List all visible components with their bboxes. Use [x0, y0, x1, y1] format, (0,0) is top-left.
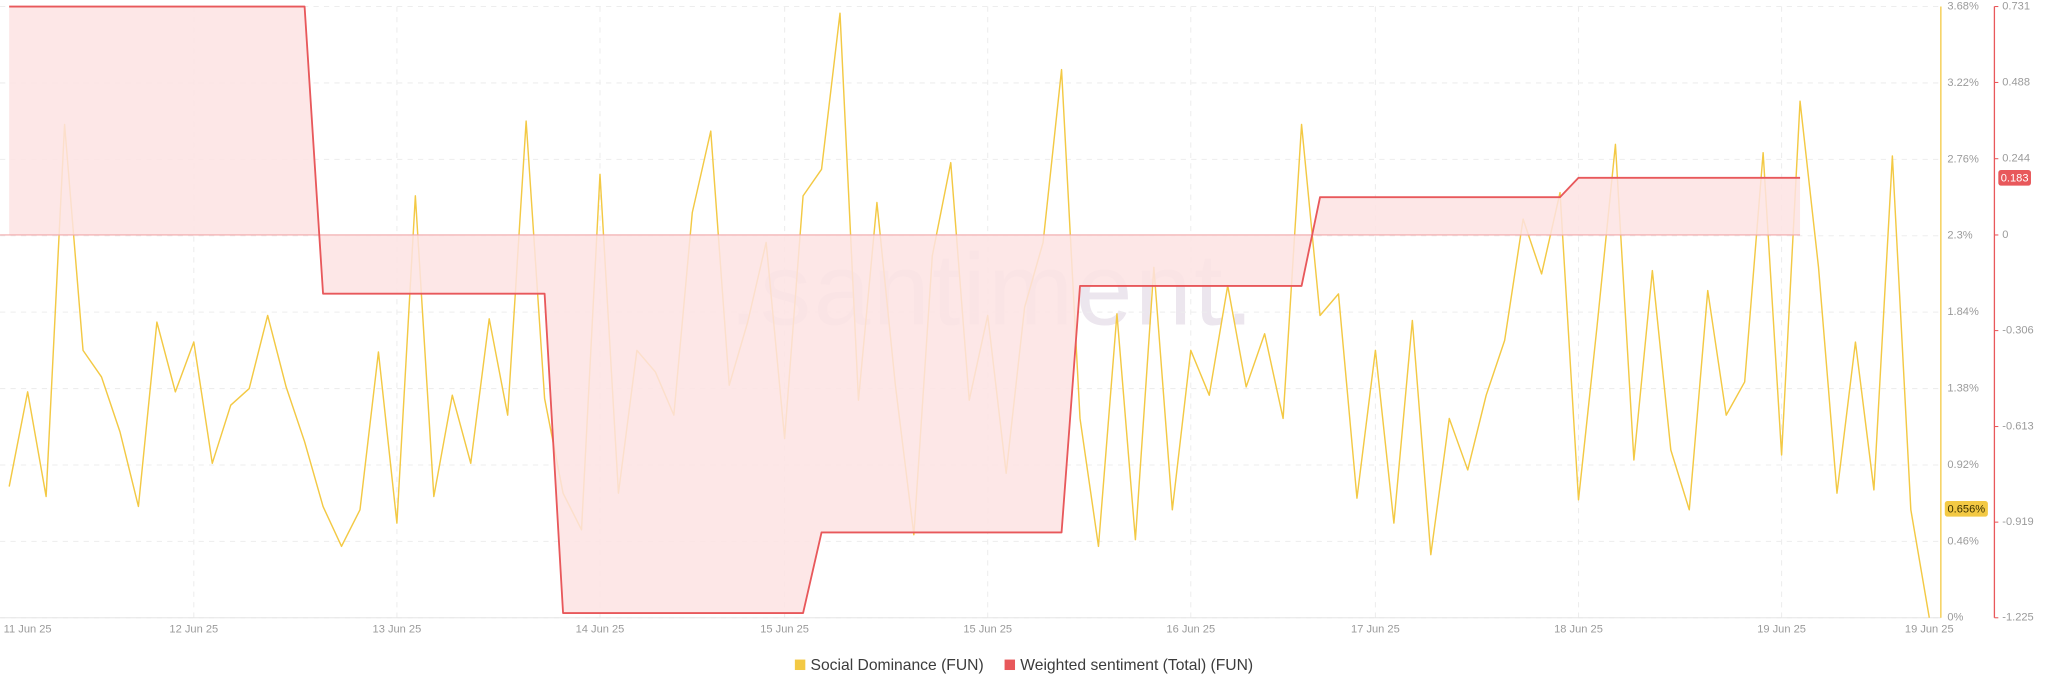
y-tick-label: 1.38%: [1947, 382, 1979, 394]
x-tick-label: 19 Jun 25: [1757, 623, 1806, 635]
y2-tick-label: -0.306: [2002, 325, 2033, 337]
x-tick-label: 13 Jun 25: [373, 623, 422, 635]
sentiment-area: [9, 6, 1801, 614]
y2-tick-label: 0.244: [2002, 153, 2030, 165]
sentiment-line: [9, 5, 1801, 614]
y-tick-label: 3.22%: [1947, 77, 1979, 89]
y2-tick-label: 0: [2002, 229, 2008, 241]
legend: Social Dominance (FUN) Weighted sentiment…: [794, 657, 1253, 674]
y2-tick-label: 0.731: [2002, 0, 2030, 12]
x-tick-label: 16 Jun 25: [1166, 623, 1215, 635]
y-tick-label: 2.3%: [1947, 230, 1972, 242]
y-tick-label: 0.92%: [1947, 459, 1979, 471]
y-tick-label: 3.68%: [1947, 0, 1979, 12]
x-tick-label: 11 Jun 25: [4, 623, 52, 635]
x-tick-label: 17 Jun 25: [1351, 623, 1400, 635]
y2-tick-label: 0.488: [2002, 76, 2030, 88]
y-tick-label: 1.84%: [1947, 306, 1979, 318]
x-tick-label: 18 Jun 25: [1554, 623, 1603, 635]
x-tick-label: 14 Jun 25: [576, 623, 625, 635]
x-tick-label: 15 Jun 25: [760, 623, 809, 635]
y2-tick-label: -1.225: [2002, 612, 2033, 624]
x-tick-label: 19 Jun 25: [1905, 623, 1954, 635]
value-badge: [1998, 169, 2031, 186]
legend-swatch: [794, 659, 806, 671]
y-tick-label: 2.76%: [1947, 153, 1979, 165]
x-tick-label: 12 Jun 25: [169, 623, 218, 635]
value-badge-label: 0.656%: [1948, 503, 1986, 515]
y-tick-label: 0%: [1947, 612, 1963, 624]
legend-swatch: [1004, 659, 1016, 671]
value-badge-label: 0.183: [2001, 172, 2029, 184]
legend-label: Weighted sentiment (Total) (FUN): [1020, 657, 1253, 674]
y-tick-label: 0.46%: [1947, 535, 1979, 547]
y2-tick-label: -0.613: [2002, 420, 2033, 432]
legend-label: Social Dominance (FUN): [811, 657, 984, 674]
value-badge: [1944, 500, 1988, 517]
x-tick-label: 15 Jun 25: [963, 623, 1012, 635]
y2-tick-label: -0.919: [2002, 516, 2033, 528]
